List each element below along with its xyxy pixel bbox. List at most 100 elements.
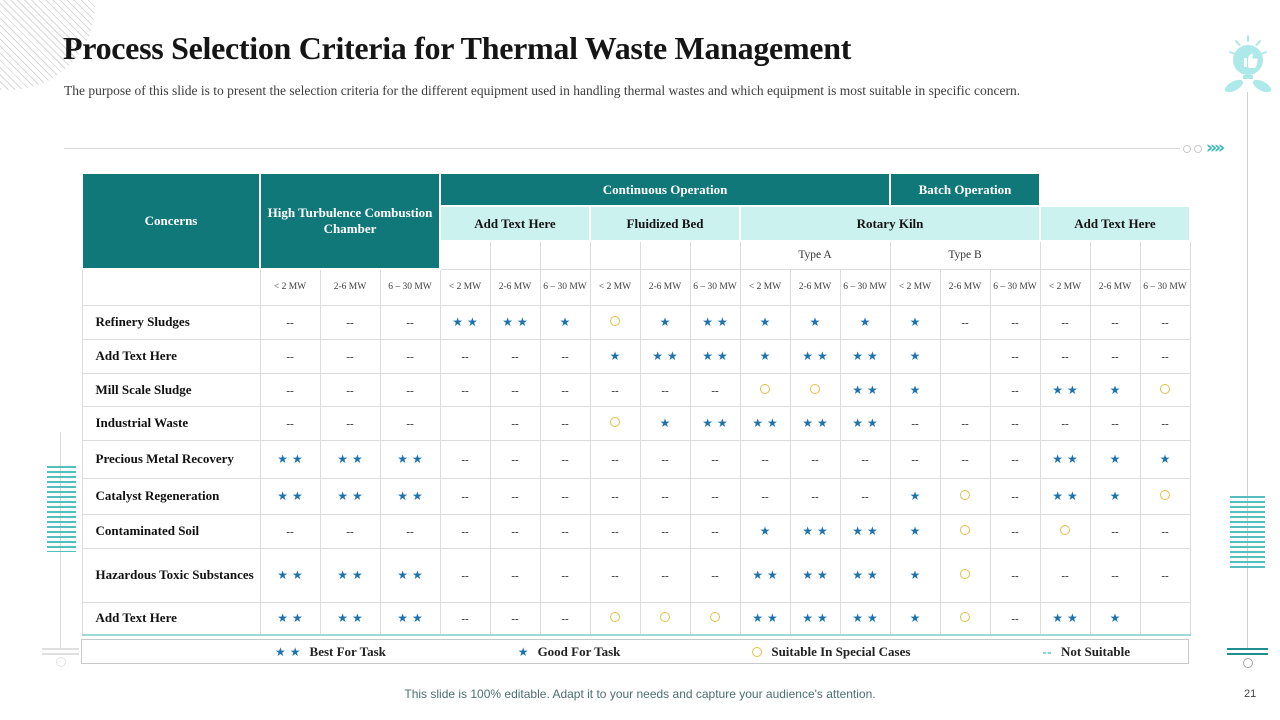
criteria-cell: -- xyxy=(739,439,791,479)
dash-icon: -- xyxy=(346,526,354,538)
ground-line xyxy=(42,653,79,655)
dash-icon: -- xyxy=(286,384,294,397)
criteria-cell: ★ xyxy=(889,513,941,549)
star-icon: ★ xyxy=(702,349,713,363)
star-icon: ★ xyxy=(1109,382,1121,397)
criteria-cell xyxy=(939,601,991,636)
row-label: Add Text Here xyxy=(81,338,261,374)
dash-icon: -- xyxy=(1011,384,1019,397)
criteria-cell: -- xyxy=(1139,338,1191,374)
bulb-flower-icon xyxy=(1224,35,1272,93)
star-icon: ★ xyxy=(1052,382,1063,397)
criteria-cell: -- xyxy=(1089,405,1141,441)
row-label: Catalyst Regeneration xyxy=(81,477,261,515)
criteria-cell xyxy=(939,338,991,374)
criteria-cell: ★ ★ xyxy=(1039,372,1091,407)
criteria-cell: -- xyxy=(539,338,591,374)
dash-icon: -- xyxy=(1111,570,1119,582)
criteria-cell: -- xyxy=(639,372,691,407)
mw-header-cell: 6 – 30 MW xyxy=(379,268,441,306)
star-icon: ★ xyxy=(852,416,863,430)
criteria-cell: ★ xyxy=(1139,439,1191,479)
legend-item: ★ Good For Task xyxy=(518,644,621,660)
star-icon: ★ xyxy=(759,349,771,363)
star-icon: ★ xyxy=(467,315,478,329)
table-row: Hazardous Toxic Substances ★ ★ ★ ★ ★ ★ -- -- -- --… xyxy=(81,547,1191,603)
criteria-cell: ★ ★ xyxy=(379,439,441,479)
dash-icon: -- xyxy=(346,384,354,397)
star-icon: ★ xyxy=(702,416,713,430)
mw-header-cell: 2-6 MW xyxy=(639,268,691,306)
star-icon: ★ xyxy=(759,315,771,329)
star-icon: ★ xyxy=(659,416,671,430)
dash-icon: -- xyxy=(1061,570,1069,582)
dash-icon: -- xyxy=(611,526,619,538)
star-icon: ★ xyxy=(277,489,288,503)
dash-icon: -- xyxy=(561,384,569,397)
star-icon: ★ xyxy=(517,644,529,659)
dash-icon: -- xyxy=(511,613,519,626)
criteria-cell: -- xyxy=(439,477,491,515)
slide-description: The purpose of this slide is to present … xyxy=(64,83,1021,98)
star-icon: ★ xyxy=(1109,611,1121,626)
star-icon: ★ xyxy=(277,611,288,626)
criteria-cell xyxy=(789,372,841,407)
criteria-cell: ★ ★ xyxy=(439,304,491,340)
dash-icon: -- xyxy=(961,454,969,466)
criteria-cell: -- xyxy=(889,405,941,441)
mw-empty-cell xyxy=(81,268,261,306)
star-icon: ★ xyxy=(767,611,778,626)
dash-icon: -- xyxy=(1061,418,1069,430)
dash-icon: -- xyxy=(1011,526,1019,538)
dash-icon: -- xyxy=(286,351,294,363)
criteria-cell: ★ ★ xyxy=(259,439,321,479)
dash-icon: -- xyxy=(286,418,294,430)
dash-icon: -- xyxy=(661,384,669,397)
star-icon: ★ xyxy=(277,568,288,582)
criteria-cell xyxy=(939,513,991,549)
circle-icon xyxy=(810,383,820,394)
equipment-header-row: Add Text Here Fluidized Bed Rotary Kiln … xyxy=(82,205,1191,242)
mw-header-cell: 6 – 30 MW xyxy=(689,268,741,306)
row-label: Hazardous Toxic Substances xyxy=(81,547,261,603)
criteria-cell: ★ ★ xyxy=(319,547,381,603)
circle-icon xyxy=(610,612,620,623)
criteria-cell: ★ xyxy=(889,304,941,340)
row-label: Precious Metal Recovery xyxy=(81,439,261,479)
mw-header-cell: 2-6 MW xyxy=(489,268,541,306)
legend-label: Not Suitable xyxy=(1061,643,1130,659)
criteria-cell: ★ xyxy=(589,338,641,374)
criteria-cell: -- xyxy=(539,372,591,407)
star-icon: ★ xyxy=(909,611,921,626)
row-label: Industrial Waste xyxy=(81,405,261,441)
star-icon: ★ xyxy=(292,452,303,466)
criteria-cell xyxy=(939,477,991,515)
star-icon: ★ xyxy=(852,611,863,626)
dash-icon: -- xyxy=(511,454,519,466)
criteria-cell: -- xyxy=(939,405,991,441)
criteria-cell: ★ ★ xyxy=(839,372,891,407)
criteria-cell: -- xyxy=(989,547,1041,603)
criteria-cell: ★ ★ xyxy=(259,547,321,603)
dash-icon: -- xyxy=(1061,351,1069,363)
dash-icon: -- xyxy=(461,454,469,466)
dash-icon: -- xyxy=(1061,317,1069,329)
criteria-cell: ★ xyxy=(1089,372,1141,407)
star-icon: ★ xyxy=(292,568,303,582)
criteria-cell: -- xyxy=(789,439,841,479)
criteria-cell: -- xyxy=(739,477,791,515)
dash-icon: -- xyxy=(1111,317,1119,329)
criteria-cell: -- xyxy=(539,405,591,441)
dash-icon: -- xyxy=(661,526,669,538)
dash-icon: -- xyxy=(611,454,619,466)
criteria-cell: -- xyxy=(589,547,641,603)
dash-icon: -- xyxy=(1011,613,1019,626)
dash-icon: -- xyxy=(811,491,819,503)
criteria-cell xyxy=(439,405,491,441)
criteria-cell: -- xyxy=(379,338,441,374)
dash-icon: -- xyxy=(461,570,469,582)
criteria-cell: -- xyxy=(439,547,491,603)
mw-header-cell: < 2 MW xyxy=(889,268,941,306)
dash-icon: -- xyxy=(1011,317,1019,329)
star-icon: ★ xyxy=(852,568,863,582)
